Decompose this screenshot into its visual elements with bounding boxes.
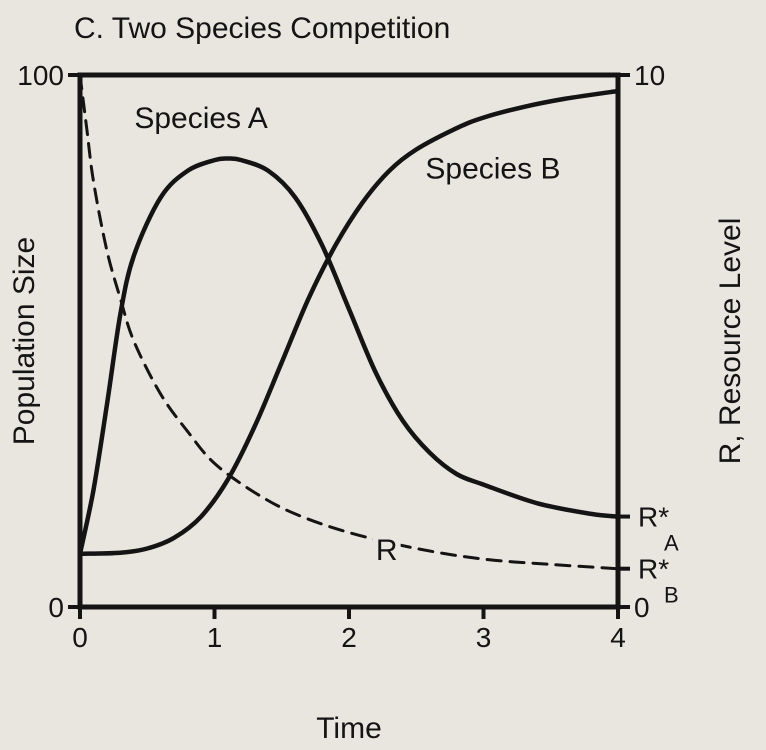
annotation-species-b: Species B <box>425 153 560 186</box>
series-line-species-b <box>77 88 621 557</box>
annotation-rstar-b-subscript: B <box>664 583 679 608</box>
x-tick-label: 2 <box>341 622 357 653</box>
chart-title: C. Two Species Competition <box>74 12 450 45</box>
annotation-rstar-a-subscript: A <box>664 531 679 556</box>
annotation-rstar-a-label: R* <box>638 502 669 533</box>
annotation-r: R <box>376 534 398 567</box>
x-tick-label: 4 <box>610 622 626 653</box>
annotation-rstar-b-label: R* <box>638 554 669 585</box>
plot-frame <box>77 72 621 610</box>
annotation-species-a: Species A <box>134 102 267 135</box>
y2-tick-label: 0 <box>634 592 650 623</box>
x-axis-label: Time <box>316 712 382 745</box>
y-axis-label: Population Size <box>8 237 41 445</box>
series-line-species-a <box>77 156 621 557</box>
y-tick-label: 100 <box>17 60 64 91</box>
series-layer <box>77 73 621 571</box>
annotation-r-background <box>372 536 401 567</box>
x-tick-label: 0 <box>72 622 88 653</box>
x-tick-label: 1 <box>207 622 223 653</box>
y2-tick-label: 10 <box>634 60 665 91</box>
y2-axis-label: R, Resource Level <box>714 218 747 465</box>
y-tick-label: 0 <box>48 592 64 623</box>
series-line-r <box>78 73 620 571</box>
x-tick-label: 3 <box>476 622 492 653</box>
